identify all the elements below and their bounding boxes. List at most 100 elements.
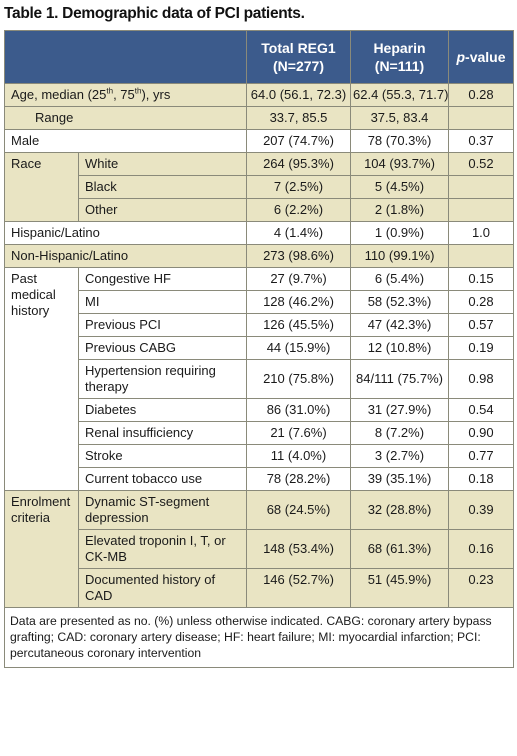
table-row-renal: Renal insufficiency 21 (7.6%) 8 (7.2%) 0… xyxy=(4,421,514,445)
cell-p: 0.54 xyxy=(448,398,514,422)
row-label: Previous CABG xyxy=(78,336,247,360)
cell-heparin: 32 (28.8%) xyxy=(350,490,449,530)
cell-reg1: 126 (45.5%) xyxy=(246,313,351,337)
cell-heparin: 37.5, 83.4 xyxy=(350,106,449,130)
cell-p: 0.18 xyxy=(448,467,514,491)
table-row-non-hispanic: Non-Hispanic/Latino 273 (98.6%) 110 (99.… xyxy=(4,244,514,268)
group-label-race: Race xyxy=(4,152,79,222)
cell-p xyxy=(448,106,514,130)
table-row-stroke: Stroke 11 (4.0%) 3 (2.7%) 0.77 xyxy=(4,444,514,468)
table-row-cad-history: Documented history of CAD 146 (52.7%) 51… xyxy=(4,568,514,608)
row-label: Hispanic/Latino xyxy=(4,221,247,245)
cell-heparin: 3 (2.7%) xyxy=(350,444,449,468)
table-row-diabetes: Diabetes 86 (31.0%) 31 (27.9%) 0.54 xyxy=(4,398,514,422)
cell-p: 0.16 xyxy=(448,529,514,569)
header-row: Total REG1 (N=277) Heparin (N=111) p-value xyxy=(4,30,514,84)
cell-heparin: 47 (42.3%) xyxy=(350,313,449,337)
cell-reg1: 4 (1.4%) xyxy=(246,221,351,245)
cell-reg1: 11 (4.0%) xyxy=(246,444,351,468)
table-row-range: Range 33.7, 85.5 37.5, 83.4 xyxy=(4,106,514,130)
cell-heparin: 6 (5.4%) xyxy=(350,267,449,291)
row-label: Age, median (25th, 75th), yrs xyxy=(4,83,247,107)
cell-heparin: 12 (10.8%) xyxy=(350,336,449,360)
row-label: Elevated troponin I, T, or CK-MB xyxy=(78,529,247,569)
row-label: Male xyxy=(4,129,247,153)
cell-p: 0.28 xyxy=(448,83,514,107)
cell-reg1: 273 (98.6%) xyxy=(246,244,351,268)
row-label: Documented history of CAD xyxy=(78,568,247,608)
row-label: Range xyxy=(4,106,247,130)
table-row-chf: Past medical history Congestive HF 27 (9.7… xyxy=(4,267,514,491)
cell-p xyxy=(448,175,514,199)
cell-p: 0.28 xyxy=(448,290,514,314)
cell-heparin: 8 (7.2%) xyxy=(350,421,449,445)
cell-reg1: 210 (75.8%) xyxy=(246,359,351,399)
cell-heparin: 51 (45.9%) xyxy=(350,568,449,608)
cell-p: 0.57 xyxy=(448,313,514,337)
table-row-race-black: Black 7 (2.5%) 5 (4.5%) xyxy=(4,175,514,199)
cell-heparin: 104 (93.7%) xyxy=(350,152,449,176)
cell-heparin: 110 (99.1%) xyxy=(350,244,449,268)
cell-reg1: 27 (9.7%) xyxy=(246,267,351,291)
header-blank-cell xyxy=(4,30,247,84)
cell-p xyxy=(448,244,514,268)
cell-p xyxy=(448,198,514,222)
table-row-hispanic: Hispanic/Latino 4 (1.4%) 1 (0.9%) 1.0 xyxy=(4,221,514,245)
cell-p: 0.19 xyxy=(448,336,514,360)
table-row-mi: MI 128 (46.2%) 58 (52.3%) 0.28 xyxy=(4,290,514,314)
header-heparin: Heparin (N=111) xyxy=(350,30,449,84)
row-label: Other xyxy=(78,198,247,222)
cell-heparin: 84/111 (75.7%) xyxy=(350,359,449,399)
table-footnote-row: Data are presented as no. (%) unless oth… xyxy=(4,607,514,668)
table-row-hypertension: Hypertension requiring therapy 210 (75.8… xyxy=(4,359,514,399)
header-p-value: p-value xyxy=(448,30,514,84)
row-label: Renal insufficiency xyxy=(78,421,247,445)
cell-heparin: 2 (1.8%) xyxy=(350,198,449,222)
cell-reg1: 64.0 (56.1, 72.3) xyxy=(246,83,351,107)
row-label: Diabetes xyxy=(78,398,247,422)
group-label-past-medical-history: Past medical history xyxy=(4,267,79,491)
header-total-reg1: Total REG1 (N=277) xyxy=(246,30,351,84)
row-label: MI xyxy=(78,290,247,314)
table-row-troponin: Elevated troponin I, T, or CK-MB 148 (53… xyxy=(4,529,514,569)
cell-heparin: 31 (27.9%) xyxy=(350,398,449,422)
cell-reg1: 21 (7.6%) xyxy=(246,421,351,445)
row-label: Previous PCI xyxy=(78,313,247,337)
cell-heparin: 58 (52.3%) xyxy=(350,290,449,314)
cell-p: 0.15 xyxy=(448,267,514,291)
cell-reg1: 6 (2.2%) xyxy=(246,198,351,222)
row-label: Hypertension requiring therapy xyxy=(78,359,247,399)
table-footnote: Data are presented as no. (%) unless oth… xyxy=(4,607,514,668)
cell-reg1: 128 (46.2%) xyxy=(246,290,351,314)
table-row-male: Male 207 (74.7%) 78 (70.3%) 0.37 xyxy=(4,129,514,153)
row-label: Non-Hispanic/Latino xyxy=(4,244,247,268)
cell-reg1: 264 (95.3%) xyxy=(246,152,351,176)
cell-p: 0.90 xyxy=(448,421,514,445)
cell-reg1: 148 (53.4%) xyxy=(246,529,351,569)
cell-reg1: 33.7, 85.5 xyxy=(246,106,351,130)
table-row-race-other: Other 6 (2.2%) 2 (1.8%) xyxy=(4,198,514,222)
table-row-tobacco: Current tobacco use 78 (28.2%) 39 (35.1%… xyxy=(4,467,514,491)
cell-heparin: 39 (35.1%) xyxy=(350,467,449,491)
row-label: Black xyxy=(78,175,247,199)
demographics-table: Total REG1 (N=277) Heparin (N=111) p-value… xyxy=(4,30,514,668)
cell-p: 0.77 xyxy=(448,444,514,468)
cell-heparin: 62.4 (55.3, 71.7) xyxy=(350,83,449,107)
table-row-age: Age, median (25th, 75th), yrs 64.0 (56.1… xyxy=(4,83,514,107)
cell-heparin: 68 (61.3%) xyxy=(350,529,449,569)
group-label-enrolment-criteria: Enrolment criteria xyxy=(4,490,79,608)
cell-reg1: 78 (28.2%) xyxy=(246,467,351,491)
cell-heparin: 78 (70.3%) xyxy=(350,129,449,153)
row-label: Dynamic ST-segment depression xyxy=(78,490,247,530)
cell-reg1: 7 (2.5%) xyxy=(246,175,351,199)
cell-reg1: 44 (15.9%) xyxy=(246,336,351,360)
cell-heparin: 5 (4.5%) xyxy=(350,175,449,199)
table-row-race-white: Race White 264 (95.3%) 104 (93.7%) 0.52 xyxy=(4,152,514,222)
row-label: Stroke xyxy=(78,444,247,468)
cell-p: 0.23 xyxy=(448,568,514,608)
table-row-previous-pci: Previous PCI 126 (45.5%) 47 (42.3%) 0.57 xyxy=(4,313,514,337)
cell-p: 0.52 xyxy=(448,152,514,176)
cell-p: 0.98 xyxy=(448,359,514,399)
cell-reg1: 146 (52.7%) xyxy=(246,568,351,608)
cell-p: 1.0 xyxy=(448,221,514,245)
